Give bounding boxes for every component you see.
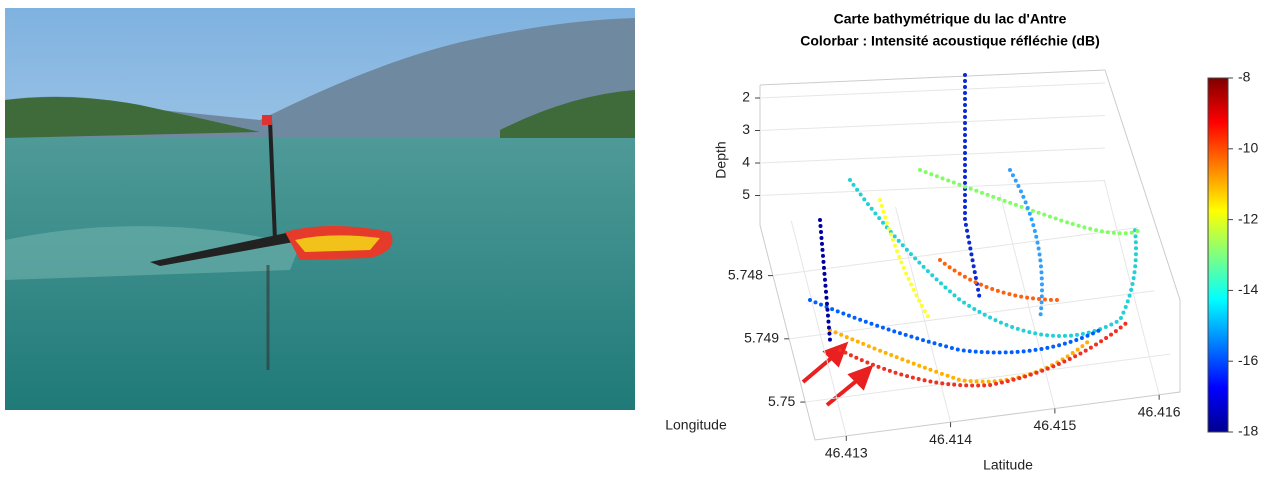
y-tick-label: 5.75 [768,393,795,409]
y-axis-label: Longitude [665,417,727,433]
z-tick-label: 2 [742,89,750,105]
photo [5,8,635,410]
colorbar-tick-label: -16 [1238,352,1258,368]
x-tick-label: 46.416 [1138,403,1181,419]
grid-line [791,221,846,436]
colorbar-tick-label: -8 [1238,69,1251,85]
y-tick-label: 5.748 [728,266,763,282]
grid-line [760,83,1105,98]
chart-subtitle: Colorbar : Intensité acoustique réfléchi… [800,33,1100,49]
colorbar-tick-label: -14 [1238,281,1258,297]
grid-line [1000,193,1055,408]
x-axis-label: Latitude [983,457,1033,473]
grid-line [773,228,1138,276]
grid-line [760,148,1105,163]
z-tick-label: 4 [742,154,750,170]
y-tick-label: 5.749 [744,330,779,346]
page: Carte bathymétrique du lac d'Antre Color… [0,0,1264,481]
x-tick-label: 46.415 [1033,417,1076,433]
colorbar-tick-label: -12 [1238,210,1258,226]
grid-line [760,116,1105,131]
chart-title: Carte bathymétrique du lac d'Antre [834,11,1067,27]
x-tick-label: 46.414 [929,431,972,447]
figure: Carte bathymétrique du lac d'Antre Color… [0,0,1264,476]
z-tick-label: 5 [742,186,750,202]
colorbar-tick-label: -18 [1238,423,1258,439]
colorbar-tick-label: -10 [1238,140,1258,156]
z-tick-label: 3 [742,121,750,137]
x-tick-label: 46.413 [825,445,868,461]
z-axis-label: Depth [713,141,729,178]
grid-line [760,181,1105,196]
colorbar [1208,78,1228,432]
grid-line [896,207,951,422]
